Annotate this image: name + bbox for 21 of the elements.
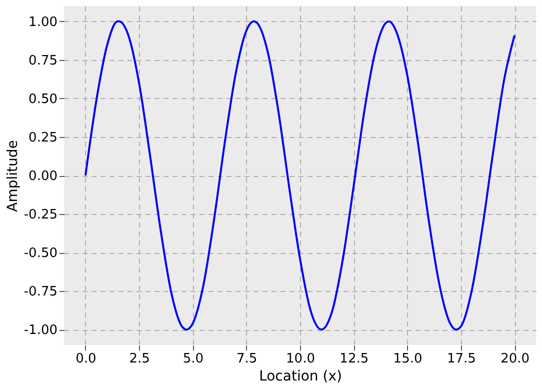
y-tick-label: 0.50	[28, 92, 58, 107]
x-tick-label: 12.5	[340, 352, 369, 366]
x-tick-label: 17.5	[446, 352, 476, 366]
y-tick-label: -0.25	[24, 208, 58, 223]
y-tick-label: 0.75	[28, 53, 58, 68]
y-tick-label: 0.00	[28, 169, 58, 184]
x-axis-title: Location (x)	[259, 368, 342, 384]
x-tick-label: 20.0	[500, 352, 530, 366]
x-tick-label: 10.0	[286, 352, 315, 366]
x-tick-label: 15.0	[393, 352, 422, 366]
x-tick-label: 5.0	[182, 352, 204, 366]
y-tick-label: -0.75	[24, 284, 58, 300]
y-axis-title: Amplitude	[4, 140, 21, 212]
x-tick-label: 7.5	[236, 352, 258, 366]
line-series	[84, 20, 516, 331]
x-tick-label: 0.0	[76, 352, 96, 366]
y-tick-label: -1.00	[24, 323, 58, 338]
y-tick-label: 0.25	[28, 130, 58, 146]
x-tick-label: 2.5	[129, 352, 150, 366]
y-tick-label: 1.00	[28, 14, 58, 30]
y-tick-label: -0.50	[24, 246, 58, 262]
